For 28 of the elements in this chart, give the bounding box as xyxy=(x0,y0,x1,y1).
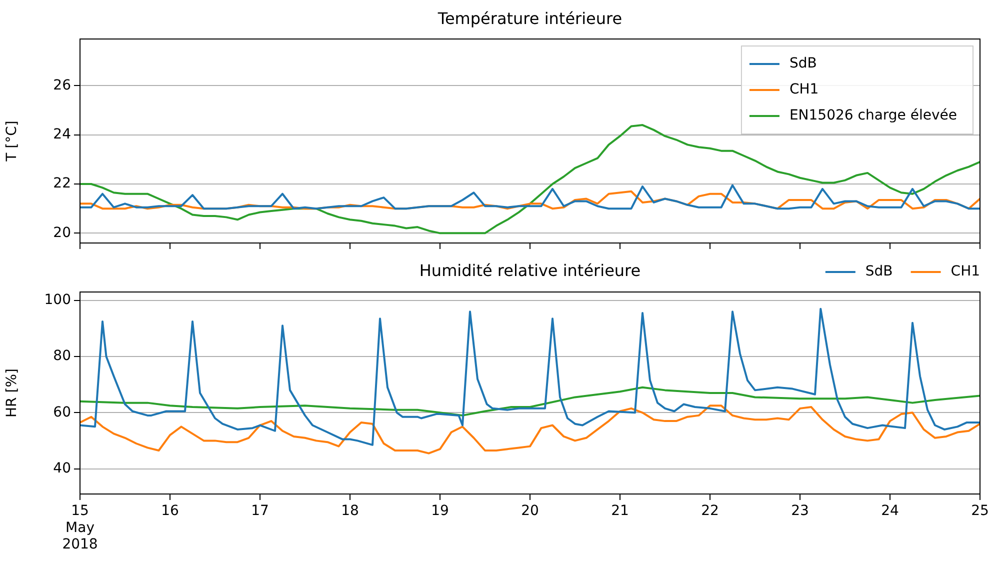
y-tick-label: 40 xyxy=(53,460,71,476)
legend-label: SdB xyxy=(789,56,817,72)
legend-label: SdB xyxy=(865,264,893,280)
x-tick-label: 16 xyxy=(161,503,179,520)
x-tick-label: 24 xyxy=(881,503,899,520)
y-tick-label: 100 xyxy=(44,292,71,308)
x-tick-label: 18 xyxy=(341,503,359,520)
y-tick-label: 20 xyxy=(53,224,71,241)
chart-title: Température intérieure xyxy=(436,9,622,28)
x-tick-label: 23 xyxy=(791,503,809,520)
legend-label: CH1 xyxy=(950,264,980,280)
x-tick-label: 19 xyxy=(431,503,449,520)
chart-title: Humidité relative intérieure xyxy=(419,261,641,280)
y-tick-label: 24 xyxy=(53,126,72,142)
x-tick-label: 21 xyxy=(611,503,629,520)
y-axis-title: T [°C] xyxy=(4,120,20,162)
y-axis-title: HR [%] xyxy=(4,368,20,418)
x-tick-label: 17 xyxy=(251,503,269,520)
y-tick-label: 60 xyxy=(53,404,71,420)
y-tick-label: 80 xyxy=(53,348,71,364)
x-tick-label: 22 xyxy=(701,503,719,520)
legend-label: EN15026 charge élevée xyxy=(789,108,958,124)
x-tick-label: 20 xyxy=(521,503,539,520)
x-tick-label: 25 xyxy=(971,503,989,520)
y-tick-label: 22 xyxy=(53,176,71,192)
y-tick-label: 26 xyxy=(53,77,72,94)
x-tick-label: 15 May 2018 xyxy=(62,503,98,553)
legend-label: CH1 xyxy=(789,82,819,98)
